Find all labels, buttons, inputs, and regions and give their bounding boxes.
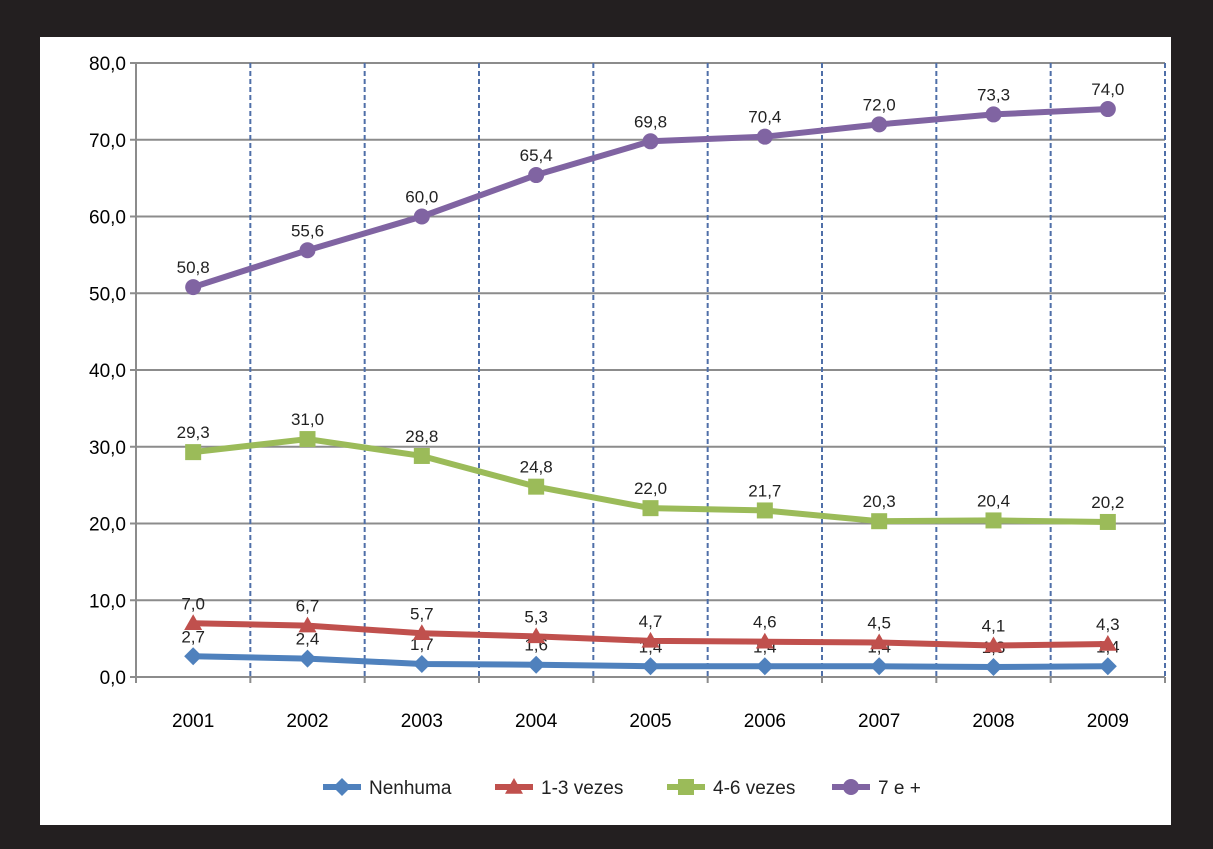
data-point-marker <box>642 500 659 517</box>
x-tick-label: 2007 <box>858 711 900 732</box>
data-label: 4,5 <box>867 613 891 632</box>
data-label: 69,8 <box>634 112 667 131</box>
y-tick-label: 20,0 <box>89 515 126 536</box>
y-tick-label: 50,0 <box>89 284 126 305</box>
data-point-marker <box>413 447 430 464</box>
y-tick-label: 30,0 <box>89 438 126 459</box>
data-label: 73,3 <box>977 85 1010 104</box>
data-point-marker <box>642 133 659 150</box>
data-label: 22,0 <box>634 479 667 498</box>
data-point-marker <box>984 636 1003 653</box>
legend-label: Nenhuma <box>369 778 452 799</box>
data-point-marker <box>527 655 546 674</box>
data-point-marker <box>184 614 203 631</box>
legend-label: 1-3 vezes <box>541 778 623 799</box>
data-label: 2,4 <box>296 630 320 649</box>
data-label: 50,8 <box>177 258 210 277</box>
data-label: 4,7 <box>639 612 663 631</box>
data-point-marker <box>527 627 546 644</box>
data-label: 5,3 <box>524 607 548 626</box>
data-label: 28,8 <box>405 427 438 446</box>
x-tick-label: 2003 <box>401 711 443 732</box>
data-point-marker <box>641 657 660 676</box>
data-label: 65,4 <box>520 146 553 165</box>
data-point-marker <box>185 279 202 296</box>
data-point-marker <box>298 616 317 633</box>
data-point-marker <box>528 478 545 495</box>
data-label: 21,7 <box>748 481 781 500</box>
data-point-marker <box>184 647 203 666</box>
x-tick-label: 2008 <box>972 711 1014 732</box>
data-point-marker <box>870 633 889 650</box>
x-tick-label: 2002 <box>286 711 328 732</box>
data-point-marker <box>755 657 774 676</box>
data-label: 4,3 <box>1096 615 1120 634</box>
data-point-marker <box>1098 657 1117 676</box>
data-label: 7,0 <box>181 594 205 613</box>
data-point-marker <box>412 654 431 673</box>
data-label: 5,7 <box>410 604 434 623</box>
data-label: 29,3 <box>177 423 210 442</box>
data-point-marker <box>1098 634 1117 651</box>
data-label: 20,4 <box>977 491 1010 510</box>
data-point-marker <box>985 512 1002 529</box>
data-label: 31,0 <box>291 410 324 429</box>
data-point-marker <box>412 624 431 641</box>
data-point-marker <box>871 513 888 530</box>
data-point-marker <box>870 657 889 676</box>
data-label: 2,7 <box>181 627 205 646</box>
chart-frame: 0,0 10,0 20,0 30,0 40,0 50,0 60,0 70,0 80,0 2001 2… <box>40 37 1171 825</box>
legend-marker <box>505 778 523 794</box>
data-point-marker <box>1099 513 1116 530</box>
data-label: 55,6 <box>291 221 324 240</box>
data-point-marker <box>985 106 1002 123</box>
data-label: 4,1 <box>982 617 1006 636</box>
data-label: 20,3 <box>863 492 896 511</box>
y-tick-label: 40,0 <box>89 361 126 382</box>
data-point-marker <box>755 632 774 649</box>
x-tick-label: 2004 <box>515 711 558 732</box>
legend-marker <box>333 778 351 796</box>
x-tick-label: 2001 <box>172 711 214 732</box>
legend-label: 4-6 vezes <box>713 778 795 799</box>
data-point-marker <box>185 444 202 461</box>
data-label: 60,0 <box>405 188 438 207</box>
legend-label: 7 e + <box>878 778 921 799</box>
data-label: 72,0 <box>863 95 896 114</box>
data-point-marker <box>1099 101 1116 118</box>
legend-marker <box>843 779 859 795</box>
line-chart: 0,0 10,0 20,0 30,0 40,0 50,0 60,0 70,0 80,0 2001 2… <box>89 54 1166 799</box>
x-tick-label: 2005 <box>629 711 671 732</box>
data-point-marker <box>413 208 430 225</box>
data-point-marker <box>298 649 317 668</box>
data-point-marker <box>756 502 773 519</box>
y-tick-label: 10,0 <box>89 591 126 612</box>
data-label: 6,7 <box>296 597 320 616</box>
y-tick-label: 80,0 <box>89 54 126 75</box>
data-label: 4,6 <box>753 613 777 632</box>
data-label: 24,8 <box>520 458 553 477</box>
y-tick-label: 70,0 <box>89 131 126 152</box>
data-point-marker <box>984 658 1003 677</box>
data-point-marker <box>299 242 316 259</box>
x-tick-label: 2006 <box>744 711 786 732</box>
data-label: 74,0 <box>1091 80 1124 99</box>
data-point-marker <box>756 128 773 145</box>
legend-marker <box>678 779 694 795</box>
y-tick-label: 0,0 <box>100 668 126 689</box>
y-tick-label: 60,0 <box>89 208 126 229</box>
data-label: 70,4 <box>748 108 781 127</box>
x-tick-label: 2009 <box>1087 711 1129 732</box>
data-point-marker <box>871 116 888 133</box>
data-point-marker <box>641 631 660 648</box>
data-label: 20,2 <box>1091 493 1124 512</box>
data-point-marker <box>528 167 545 184</box>
data-point-marker <box>299 431 316 448</box>
